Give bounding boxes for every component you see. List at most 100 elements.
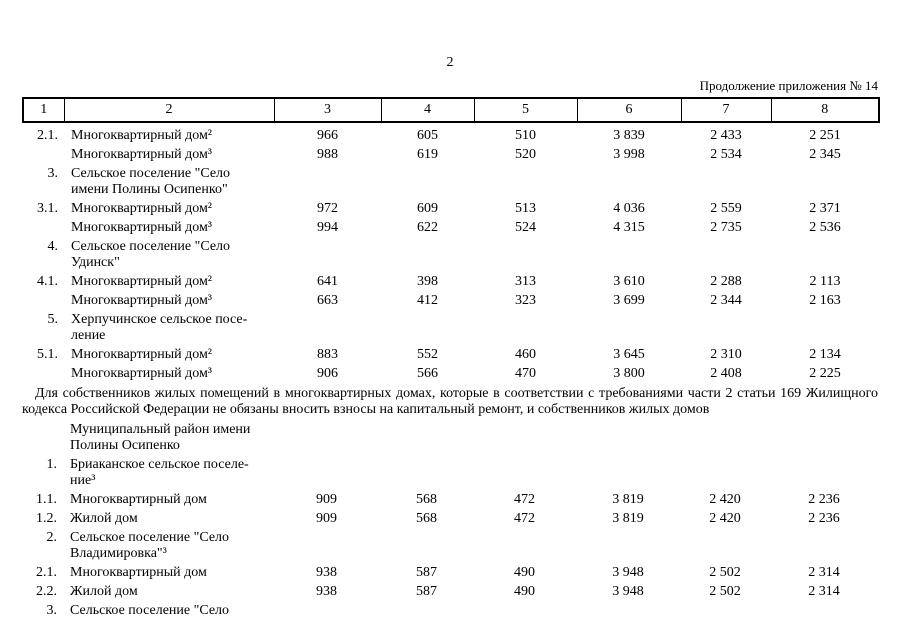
value-cell: 460 [515, 347, 536, 362]
value-cell [576, 529, 680, 564]
header-cell-3: 3 [273, 97, 382, 123]
value-cell [770, 421, 878, 456]
value-cell: 2 345 [809, 147, 841, 162]
row-number-cell: 5. [47, 312, 59, 327]
value-cell: 2 433 [710, 128, 742, 143]
value-cell: 909 [316, 492, 337, 507]
header-cell-6: 6 [576, 97, 682, 123]
value-cell: 609 [417, 201, 438, 216]
value-cell [381, 238, 474, 273]
row-name-cell: Сельское поселение "Село Владимировка"³ [70, 530, 230, 561]
value-cell [473, 602, 576, 621]
value-cell: 2 502 [709, 584, 741, 599]
row-number-cell: 1. [46, 457, 58, 472]
row-number-cell: 3. [47, 166, 59, 181]
value-cell: 3 610 [613, 274, 645, 289]
value-cell: 2 310 [710, 347, 742, 362]
value-cell [273, 529, 380, 564]
table-row: 2. Сельское поселение "Село Владимировка"… [22, 529, 878, 564]
row-name-cell: Многоквартирный дом² [71, 347, 213, 362]
value-cell: 552 [417, 347, 438, 362]
table-row: 4.1. Многоквартирный дом² 641 398 313 3 610 2 … [23, 273, 879, 292]
value-cell [770, 529, 878, 564]
value-cell: 622 [417, 220, 438, 235]
value-cell: 3 948 [612, 584, 644, 599]
table-row: Многоквартирный дом³ 663 412 323 3 699 2 344 2… [23, 292, 879, 311]
row-name-cell: Многоквартирный дом [70, 492, 207, 507]
row-number-cell: 3. [46, 603, 58, 618]
value-cell [680, 602, 770, 621]
value-cell: 2 534 [710, 147, 742, 162]
tariff-table-upper: 1 2 3 4 5 6 7 8 2.1. Многоквартирный дом²… [22, 97, 880, 384]
value-cell: 2 225 [809, 366, 841, 381]
row-name-cell: Многоквартирный дом² [71, 201, 213, 216]
value-cell: 472 [514, 511, 535, 526]
value-cell: 906 [317, 366, 338, 381]
value-cell [274, 165, 381, 200]
value-cell [771, 165, 879, 200]
row-name-cell: Многоквартирный дом² [71, 128, 213, 143]
value-cell: 2 420 [709, 511, 741, 526]
value-cell: 490 [514, 565, 535, 580]
value-cell [380, 602, 473, 621]
row-name-cell: Многоквартирный дом³ [71, 220, 213, 235]
value-cell: 972 [317, 201, 338, 216]
value-cell: 938 [316, 565, 337, 580]
row-number-cell: 1.2. [36, 511, 57, 526]
row-number-cell [23, 146, 64, 165]
value-cell [770, 456, 878, 491]
value-cell: 313 [515, 274, 536, 289]
row-number-cell: 2.2. [36, 584, 57, 599]
value-cell: 490 [514, 584, 535, 599]
table-row: Многоквартирный дом³ 994 622 524 4 315 2 735 2… [23, 219, 879, 238]
value-cell [474, 165, 577, 200]
row-number-cell: 1.1. [36, 492, 57, 507]
header-cell-7: 7 [680, 97, 772, 123]
value-cell: 663 [317, 293, 338, 308]
value-cell: 4 315 [613, 220, 645, 235]
row-number-cell [23, 365, 64, 384]
row-name-cell: Жилой дом [70, 511, 138, 526]
value-cell [680, 421, 770, 456]
value-cell [681, 311, 771, 346]
value-cell: 2 371 [809, 201, 841, 216]
value-cell: 641 [317, 274, 338, 289]
value-cell [680, 456, 770, 491]
table-row: 5.1. Многоквартирный дом² 883 552 460 3 645 2 … [23, 346, 879, 365]
value-cell: 2 502 [709, 565, 741, 580]
row-name-cell: Сельское поселение "Село имени Полины Ос… [71, 166, 231, 197]
header-cell-2: 2 [63, 97, 275, 123]
value-cell: 520 [515, 147, 536, 162]
table-body-upper: 2.1. Многоквартирный дом² 966 605 510 3 839 2 … [23, 122, 879, 384]
table-row: 1.2. Жилой дом 909 568 472 3 819 2 420 2 236 [22, 510, 878, 529]
value-cell: 988 [317, 147, 338, 162]
value-cell: 2 236 [808, 492, 840, 507]
value-cell: 2 236 [808, 511, 840, 526]
table-row: 1. Бриаканское сельское поселе- ние³ [22, 456, 878, 491]
table-row: Многоквартирный дом³ 906 566 470 3 800 2 408 2… [23, 365, 879, 384]
row-number-cell [23, 292, 64, 311]
value-cell: 470 [515, 366, 536, 381]
table-row: 3.1. Многоквартирный дом² 972 609 513 4 036 2 … [23, 200, 879, 219]
value-cell: 883 [317, 347, 338, 362]
table-row: 2.1. Многоквартирный дом 938 587 490 3 948 2 5… [22, 564, 878, 583]
value-cell: 2 735 [710, 220, 742, 235]
value-cell: 2 134 [809, 347, 841, 362]
value-cell [273, 421, 380, 456]
row-name-cell: Многоквартирный дом³ [71, 293, 213, 308]
value-cell [576, 602, 680, 621]
row-number-cell [23, 219, 64, 238]
value-cell: 2 163 [809, 293, 841, 308]
value-cell: 966 [317, 128, 338, 143]
value-cell: 3 645 [613, 347, 645, 362]
value-cell: 510 [515, 128, 536, 143]
row-number-cell: 4.1. [37, 274, 58, 289]
row-name-cell: Бриаканское сельское поселе- ние³ [70, 457, 249, 488]
header-cell-1: 1 [22, 97, 65, 123]
value-cell [576, 456, 680, 491]
value-cell: 323 [515, 293, 536, 308]
value-cell [380, 421, 473, 456]
value-cell [681, 238, 771, 273]
row-name-cell: Многоквартирный дом³ [71, 147, 213, 162]
